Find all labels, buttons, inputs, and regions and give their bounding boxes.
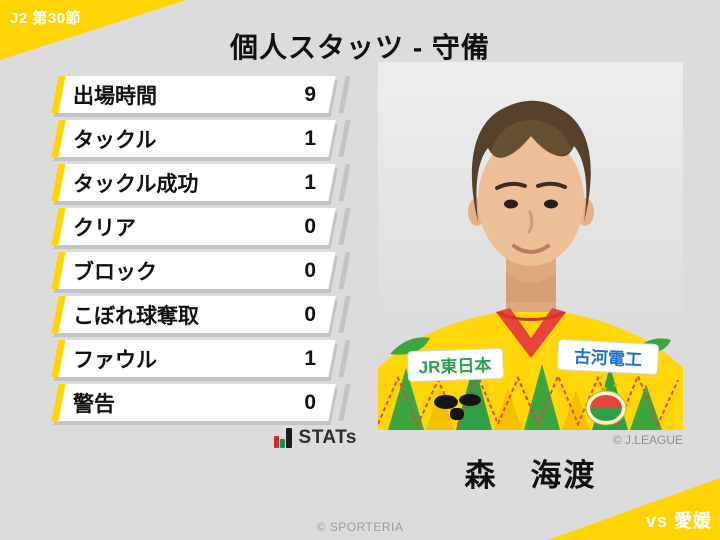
stat-value: 0 (304, 302, 316, 326)
jleague-credit: © J.LEAGUE (612, 433, 683, 447)
stats-list: 出場時間 9 タックル 1 タックル成功 1 クリア 0 ブロック 0 (51, 76, 336, 428)
stat-value: 0 (304, 214, 316, 238)
stat-value: 0 (304, 390, 316, 414)
sporteria-credit: © SPORTERIA (316, 520, 404, 534)
club-crest: ★ ★ (585, 381, 627, 426)
stats-logo: STATs (245, 424, 357, 448)
stat-label: 警告 (73, 392, 115, 416)
opponent-badge: vs 愛媛 (645, 511, 712, 531)
player-photo: JR東日本 古河電工 ★ ★ (378, 62, 683, 430)
stats-logo-text: STATs (298, 427, 357, 448)
stat-label: 出場時間 (73, 84, 157, 108)
mascot-mark (434, 394, 481, 420)
stat-row-clearances: クリア 0 (51, 208, 336, 245)
stat-row-tackles-won: タックル成功 1 (51, 164, 336, 201)
jersey-sponsor-left: JR東日本 (418, 355, 491, 378)
stat-value: 1 (304, 346, 316, 370)
stat-label: クリア (73, 216, 136, 240)
stat-row-yellow-cards: 警告 0 (51, 384, 336, 421)
stat-row-blocks: ブロック 0 (51, 252, 336, 289)
stat-row-fouls: ファウル 1 (51, 340, 336, 377)
svg-text:★: ★ (600, 384, 609, 395)
stat-label: ブロック (73, 260, 157, 284)
stats-bars-icon (273, 428, 292, 448)
svg-text:★: ★ (612, 381, 619, 390)
player-name: 森 海渡 (464, 458, 597, 493)
stat-label: タックル (73, 128, 157, 152)
stat-label: こぼれ球奪取 (73, 304, 199, 328)
matchday-badge: J2 第30節 (10, 10, 82, 27)
stat-row-loose-ball-recoveries: こぼれ球奪取 0 (51, 296, 336, 333)
stat-value: 0 (304, 258, 316, 282)
page-title: 個人スタッツ - 守備 (230, 32, 490, 63)
stat-label: タックル成功 (73, 172, 199, 196)
stat-value: 1 (304, 126, 316, 150)
stat-row-tackles: タックル 1 (51, 120, 336, 157)
stat-label: ファウル (73, 348, 157, 372)
jersey-sponsor-right: 古河電工 (573, 346, 642, 370)
stat-row-playing-time: 出場時間 9 (51, 76, 336, 113)
stat-value: 1 (304, 170, 316, 194)
stat-value: 9 (304, 82, 316, 106)
